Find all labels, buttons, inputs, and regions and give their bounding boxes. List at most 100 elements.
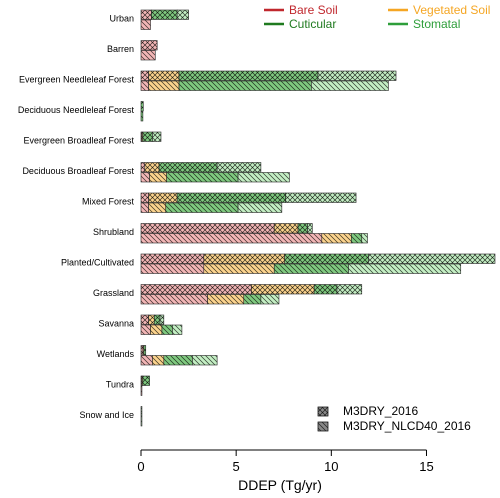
bar-segment-grassland-m3dry-2016-cuticular xyxy=(313,284,338,295)
legend-label-m3dry-nlcd40-2016: M3DRY_NLCD40_2016 xyxy=(343,419,471,433)
bar-segment-mixed-forest-m3dry-2016-stomatal xyxy=(285,192,357,203)
bar-segment-grassland-m3dry-nlcd40-2016-vegetated-soil xyxy=(207,294,245,305)
legend-item-vegetated-soil: Vegetated Soil xyxy=(388,3,490,17)
bar-segment-urban-m3dry-2016-cuticular xyxy=(151,9,178,20)
x-tick-label-5: 5 xyxy=(233,459,240,474)
bar-segment-grassland-m3dry-2016-vegetated-soil xyxy=(251,284,315,295)
category-label-mixed-forest: Mixed Forest xyxy=(82,197,135,207)
bar-segment-urban-m3dry-nlcd40-2016-bare-soil xyxy=(140,19,151,30)
bar-segment-evergreen-needleleaf-forest-m3dry-nlcd40-2016-vegetated-soil xyxy=(148,80,180,91)
bar-segment-savanna-m3dry-2016-stomatal xyxy=(159,314,165,325)
x-axis-label: DDEP (Tg/yr) xyxy=(238,477,322,493)
bar-segment-mixed-forest-m3dry-2016-bare-soil xyxy=(140,192,149,203)
category-label-evergreen-needleleaf-forest: Evergreen Needleleaf Forest xyxy=(19,75,135,85)
bar-segment-savanna-m3dry-nlcd40-2016-bare-soil xyxy=(140,324,151,335)
bar-segment-barren-m3dry-nlcd40-2016-bare-soil xyxy=(140,50,156,61)
bar-segment-shrubland-m3dry-nlcd40-2016-vegetated-soil xyxy=(321,233,352,244)
bar-segment-planted-cultivated-m3dry-nlcd40-2016-bare-soil xyxy=(140,263,205,274)
bar-segment-savanna-m3dry-2016-cuticular xyxy=(154,314,161,325)
bar-segment-deciduous-broadleaf-forest-m3dry-nlcd40-2016-vegetated-soil xyxy=(149,172,167,183)
bar-segment-tundra-m3dry-nlcd40-2016-bare-soil xyxy=(140,385,143,396)
bar-segment-wetlands-m3dry-nlcd40-2016-vegetated-soil xyxy=(152,355,165,366)
bar-segment-deciduous-broadleaf-forest-m3dry-2016-stomatal xyxy=(216,162,262,173)
bar-segment-grassland-m3dry-2016-bare-soil xyxy=(140,284,252,295)
legend-label-bare-soil: Bare Soil xyxy=(289,3,338,17)
bar-segment-shrubland-m3dry-nlcd40-2016-bare-soil xyxy=(140,233,323,244)
bar-segment-deciduous-needleleaf-forest-m3dry-nlcd40-2016-cuticular xyxy=(140,111,144,122)
bar-segment-planted-cultivated-m3dry-2016-vegetated-soil xyxy=(203,253,285,264)
bar-segment-wetlands-m3dry-nlcd40-2016-cuticular xyxy=(163,355,193,366)
bar-segment-savanna-m3dry-2016-bare-soil xyxy=(140,314,149,325)
legend-item-m3dry-2016: M3DRY_2016 xyxy=(317,404,418,418)
x-tick-label-0: 0 xyxy=(137,459,144,474)
bar-segment-planted-cultivated-m3dry-2016-cuticular xyxy=(284,253,369,264)
bar-segment-deciduous-broadleaf-forest-m3dry-nlcd40-2016-bare-soil xyxy=(140,172,150,183)
bar-segment-deciduous-broadleaf-forest-m3dry-2016-bare-soil xyxy=(140,162,146,173)
bar-segment-shrubland-m3dry-2016-vegetated-soil xyxy=(273,223,299,234)
bar-segment-mixed-forest-m3dry-nlcd40-2016-stomatal xyxy=(237,202,283,213)
bar-segment-savanna-m3dry-nlcd40-2016-vegetated-soil xyxy=(150,324,163,335)
bar-segment-savanna-m3dry-2016-vegetated-soil xyxy=(148,314,155,325)
category-label-tundra: Tundra xyxy=(106,380,134,390)
bar-segment-shrubland-m3dry-2016-bare-soil xyxy=(140,223,275,234)
bar-segment-shrubland-m3dry-2016-stomatal xyxy=(307,223,313,234)
legend-item-m3dry-nlcd40-2016: M3DRY_NLCD40_2016 xyxy=(317,419,471,433)
bar-segment-evergreen-needleleaf-forest-m3dry-2016-bare-soil xyxy=(140,70,149,81)
bar-segment-mixed-forest-m3dry-nlcd40-2016-cuticular xyxy=(165,202,239,213)
bar-segment-evergreen-needleleaf-forest-m3dry-2016-vegetated-soil xyxy=(148,70,180,81)
legend-item-cuticular: Cuticular xyxy=(264,17,336,31)
bar-segment-mixed-forest-m3dry-2016-cuticular xyxy=(176,192,286,203)
legend-item-bare-soil: Bare Soil xyxy=(264,3,338,17)
bar-segment-wetlands-m3dry-nlcd40-2016-bare-soil xyxy=(140,355,153,366)
category-label-wetlands: Wetlands xyxy=(97,349,135,359)
bar-segment-grassland-m3dry-nlcd40-2016-stomatal xyxy=(260,294,280,305)
bar-segment-shrubland-m3dry-nlcd40-2016-cuticular xyxy=(351,233,363,244)
bar-segment-planted-cultivated-m3dry-2016-stomatal xyxy=(368,253,496,264)
x-axis: 0 5 10 15 xyxy=(137,449,434,474)
bar-segment-deciduous-broadleaf-forest-m3dry-nlcd40-2016-cuticular xyxy=(166,172,239,183)
bar-segment-planted-cultivated-m3dry-nlcd40-2016-stomatal xyxy=(348,263,462,274)
bar-segment-planted-cultivated-m3dry-nlcd40-2016-vegetated-soil xyxy=(203,263,275,274)
bar-segment-shrubland-m3dry-2016-cuticular xyxy=(297,223,308,234)
bar-segment-savanna-m3dry-nlcd40-2016-stomatal xyxy=(172,324,183,335)
component-legend: Bare Soil Vegetated Soil Cuticular Stomatal xyxy=(264,3,490,31)
bar-segment-evergreen-needleleaf-forest-m3dry-nlcd40-2016-stomatal xyxy=(311,80,389,91)
bar-segment-snow-and-ice-m3dry-nlcd40-2016-stomatal xyxy=(140,416,143,427)
bar-segment-urban-m3dry-2016-bare-soil xyxy=(140,9,152,20)
bar-segment-deciduous-broadleaf-forest-m3dry-2016-cuticular xyxy=(158,162,218,173)
bar-segment-mixed-forest-m3dry-2016-vegetated-soil xyxy=(148,192,178,203)
legend-label-vegetated-soil: Vegetated Soil xyxy=(413,3,490,17)
bar-segment-grassland-m3dry-nlcd40-2016-bare-soil xyxy=(140,294,208,305)
category-label-urban: Urban xyxy=(109,14,134,24)
category-label-planted-cultivated: Planted/Cultivated xyxy=(61,258,134,268)
bar-segment-evergreen-needleleaf-forest-m3dry-2016-stomatal xyxy=(317,70,397,81)
category-label-grassland: Grassland xyxy=(93,288,134,298)
x-tick-label-10: 10 xyxy=(324,459,338,474)
bar-segment-savanna-m3dry-nlcd40-2016-cuticular xyxy=(161,324,173,335)
legend-item-stomatal: Stomatal xyxy=(388,17,460,31)
bar-segment-planted-cultivated-m3dry-nlcd40-2016-cuticular xyxy=(273,263,349,274)
bar-segment-barren-m3dry-2016-bare-soil xyxy=(140,40,158,51)
bar-segment-evergreen-broadleaf-forest-m3dry-2016-cuticular xyxy=(142,131,153,142)
category-label-shrubland: Shrubland xyxy=(93,227,134,237)
bar-segment-mixed-forest-m3dry-nlcd40-2016-vegetated-soil xyxy=(148,202,167,213)
bar-segment-shrubland-m3dry-nlcd40-2016-stomatal xyxy=(361,233,368,244)
bar-segment-urban-m3dry-2016-stomatal xyxy=(176,9,189,20)
bar-segment-grassland-m3dry-2016-stomatal xyxy=(336,284,363,295)
bar-segment-evergreen-needleleaf-forest-m3dry-nlcd40-2016-bare-soil xyxy=(140,80,149,91)
legend-label-m3dry-2016: M3DRY_2016 xyxy=(343,404,418,418)
legend-label-cuticular: Cuticular xyxy=(289,17,336,31)
category-label-snow-and-ice: Snow and Ice xyxy=(79,410,134,420)
bar-segment-evergreen-needleleaf-forest-m3dry-nlcd40-2016-cuticular xyxy=(178,80,312,91)
bar-segment-grassland-m3dry-nlcd40-2016-cuticular xyxy=(243,294,262,305)
bar-segment-deciduous-needleleaf-forest-m3dry-2016-cuticular xyxy=(140,101,144,112)
bar-segment-planted-cultivated-m3dry-2016-bare-soil xyxy=(140,253,205,264)
legend-label-stomatal: Stomatal xyxy=(413,17,460,31)
bar-segment-mixed-forest-m3dry-nlcd40-2016-bare-soil xyxy=(140,202,149,213)
bar-segment-evergreen-broadleaf-forest-m3dry-2016-stomatal xyxy=(152,131,162,142)
bar-segment-wetlands-m3dry-2016-cuticular xyxy=(143,345,147,356)
bar-segment-evergreen-needleleaf-forest-m3dry-2016-cuticular xyxy=(178,70,319,81)
category-label-savanna: Savanna xyxy=(98,319,134,329)
